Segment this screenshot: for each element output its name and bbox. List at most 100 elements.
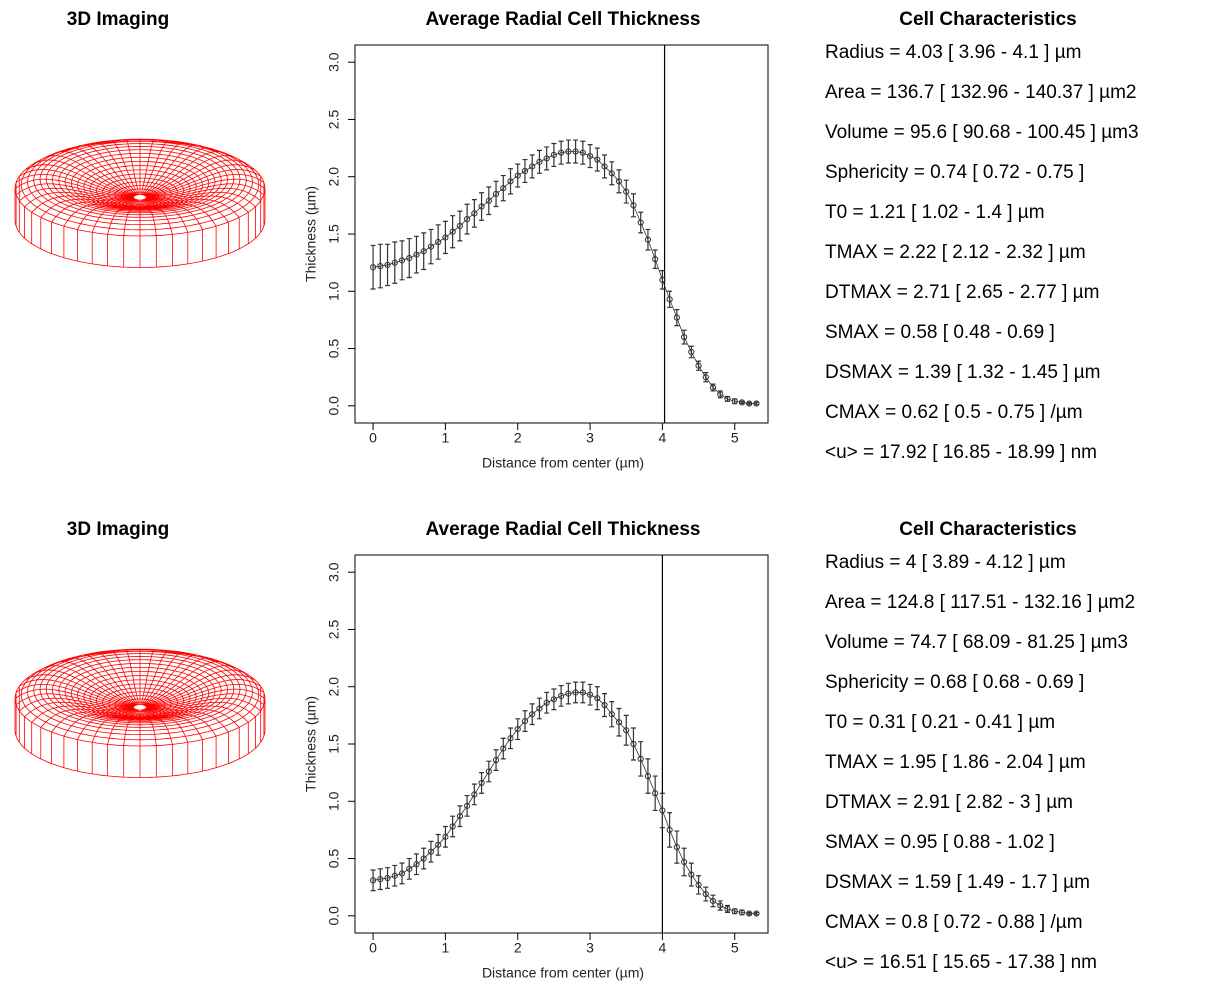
data-point	[543, 155, 550, 162]
error-bar	[406, 857, 412, 880]
data-point	[536, 705, 543, 712]
error-bar	[609, 701, 615, 728]
error-bar	[739, 400, 745, 405]
data-point	[456, 813, 463, 820]
y-axis-label: Thickness (µm)	[303, 186, 319, 282]
data-point	[420, 855, 427, 862]
error-bar	[580, 140, 586, 165]
data-point	[702, 890, 709, 898]
y-tick-label: 3.0	[326, 562, 342, 582]
data-point	[717, 902, 724, 909]
error-bar	[392, 241, 398, 284]
error-bar	[623, 714, 629, 746]
data-point	[456, 222, 463, 230]
data-point	[623, 727, 630, 734]
imaging-title: 3D Imaging	[67, 519, 169, 540]
error-bar	[638, 211, 644, 234]
data-point	[746, 400, 753, 407]
data-point	[435, 238, 442, 246]
error-bar	[536, 149, 542, 174]
error-bar	[493, 180, 499, 208]
error-bar	[746, 401, 752, 406]
data-point	[543, 699, 550, 706]
plot-frame	[354, 554, 769, 934]
error-bar	[421, 232, 427, 271]
x-tick-label: 4	[659, 940, 667, 956]
data-point	[746, 910, 753, 917]
characteristic: CMAX = 0.8 [ 0.72 - 0.88 ] /µm	[825, 912, 1083, 933]
data-point	[659, 807, 666, 814]
data-point	[406, 254, 413, 262]
data-point	[630, 740, 637, 748]
error-bar	[508, 168, 514, 195]
characteristics-title: Cell Characteristics	[899, 519, 1076, 540]
characteristic: TMAX = 2.22 [ 2.12 - 2.32 ] µm	[825, 242, 1086, 263]
error-bar	[630, 193, 636, 218]
error-bar	[486, 186, 492, 216]
error-bar	[558, 684, 564, 707]
data-point	[507, 735, 514, 742]
error-bar	[710, 894, 716, 908]
error-bar	[435, 833, 441, 856]
error-bar	[479, 772, 485, 794]
error-bar	[457, 210, 463, 242]
data-point	[391, 259, 398, 266]
error-bar	[602, 693, 608, 718]
data-point	[644, 772, 652, 780]
data-point	[478, 203, 485, 210]
data-point	[731, 908, 738, 915]
error-bar	[413, 853, 419, 876]
data-point	[601, 163, 608, 170]
data-point	[644, 236, 652, 243]
data-point	[731, 398, 738, 405]
x-tick-label: 3	[586, 430, 594, 446]
characteristic: TMAX = 1.95 [ 1.86 - 2.04 ] µm	[825, 752, 1086, 773]
error-bar	[587, 683, 593, 706]
y-tick-label: 1.0	[326, 281, 342, 301]
y-tick-label: 3.0	[326, 52, 342, 72]
error-bar	[479, 192, 485, 221]
error-bar	[674, 309, 680, 327]
characteristic: SMAX = 0.58 [ 0.48 - 0.69 ]	[825, 322, 1055, 343]
y-tick-label: 1.0	[326, 791, 342, 811]
cell-mesh	[14, 648, 266, 778]
data-point	[558, 149, 565, 156]
x-axis-label: Distance from center (µm)	[482, 455, 644, 471]
data-point	[536, 158, 543, 165]
error-bar	[717, 900, 723, 911]
data-point	[688, 871, 695, 878]
panel-row: 3D Imaging Average Radial Cell Thickness D…	[14, 9, 1139, 471]
data-point	[623, 188, 630, 195]
data-point	[594, 156, 601, 163]
error-bar	[551, 142, 557, 168]
x-tick-label: 2	[514, 940, 522, 956]
error-bar	[623, 179, 629, 204]
data-point	[652, 790, 659, 797]
data-point	[492, 756, 500, 764]
cell-mesh	[14, 138, 266, 268]
error-bar	[500, 174, 506, 202]
error-bar	[594, 686, 600, 711]
data-point	[608, 711, 615, 718]
data-point	[550, 696, 558, 703]
error-bar	[529, 154, 535, 179]
data-point	[413, 251, 420, 258]
error-bar	[471, 199, 477, 228]
error-bar	[565, 139, 571, 164]
data-point	[464, 802, 471, 809]
data-point	[695, 362, 702, 369]
error-bar	[609, 161, 615, 186]
error-bar	[493, 749, 499, 771]
data-point	[680, 858, 688, 866]
error-bar	[442, 220, 448, 255]
y-tick-label: 1.5	[326, 734, 342, 754]
data-point	[709, 384, 717, 391]
error-bar	[746, 911, 752, 916]
error-bar	[703, 886, 709, 902]
error-bar	[674, 830, 680, 864]
error-bar	[688, 345, 694, 359]
characteristic: T0 = 1.21 [ 1.02 - 1.4 ] µm	[825, 202, 1045, 223]
y-axis-label: Thickness (µm)	[303, 696, 319, 792]
data-point	[507, 178, 514, 185]
error-bar	[681, 329, 687, 345]
